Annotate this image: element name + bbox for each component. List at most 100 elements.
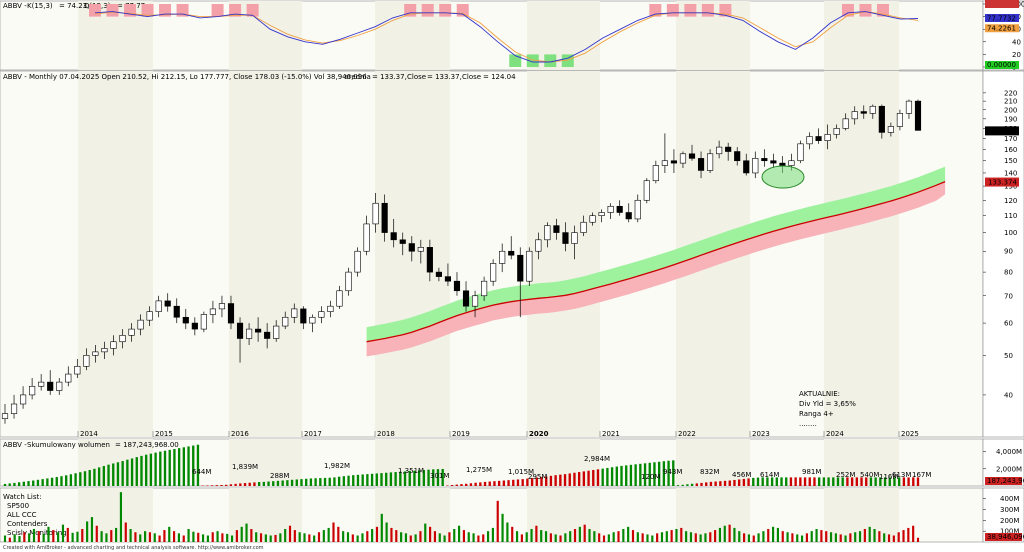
volume-bar xyxy=(163,530,166,542)
volume-bar xyxy=(863,529,866,542)
highlight-ellipse xyxy=(761,165,805,189)
candle-body xyxy=(236,322,244,339)
cum-volume-bar xyxy=(163,450,167,486)
watchlist-item-2[interactable]: ALL CCC xyxy=(7,511,37,519)
stoch-lines xyxy=(94,11,919,63)
volume-bar xyxy=(429,526,432,542)
candle-body xyxy=(625,212,632,220)
cum-volume-bar xyxy=(601,468,604,486)
volume-bar xyxy=(511,526,514,542)
volume-bar xyxy=(32,529,36,542)
cum-volume-bar xyxy=(653,462,656,486)
volume-bar xyxy=(569,531,572,542)
volume-bar xyxy=(916,537,920,542)
watchlist-item-4[interactable]: Scisly Monitoring xyxy=(7,529,67,537)
volume-bar xyxy=(172,531,176,542)
candle-body xyxy=(508,250,515,256)
cum-volume-bar xyxy=(573,472,576,486)
candle-body xyxy=(462,290,470,307)
cum-volume-bar xyxy=(808,477,811,486)
overbought-zone xyxy=(439,4,452,17)
year-shade xyxy=(824,71,899,437)
volume-bar xyxy=(264,534,267,542)
volume-bar xyxy=(791,533,794,542)
volume-bar xyxy=(622,529,625,542)
volume-bar xyxy=(675,529,678,542)
cum-volume-bar xyxy=(775,477,778,486)
volume-bar xyxy=(694,533,697,542)
candle-body xyxy=(291,308,298,318)
price-y-axis: 2202102001901801701601501401301201101009… xyxy=(983,89,1019,399)
volume-bar xyxy=(617,531,620,542)
candle-body xyxy=(209,308,216,315)
volume-bar xyxy=(284,529,287,542)
cum-volume-bar xyxy=(893,477,896,486)
volume-bar xyxy=(829,532,833,542)
cum-volume-bar xyxy=(596,469,600,486)
legend-srednia-label: srednia xyxy=(345,73,371,81)
candle-body xyxy=(589,215,596,223)
cum-volume-bar xyxy=(413,470,416,486)
cum-volume-bar xyxy=(32,480,35,486)
cum-volume-bar xyxy=(526,478,529,486)
volume-bar xyxy=(501,513,504,542)
cum-volume-annotation: 167M xyxy=(912,471,931,479)
candle-body xyxy=(327,305,334,312)
volume-bar xyxy=(182,535,185,542)
price-tick-label: 190 xyxy=(1004,115,1017,123)
cum-volume-annotation: 456M xyxy=(732,471,751,479)
cum-volume-bar xyxy=(554,475,557,486)
cum-volume-bar xyxy=(469,483,473,486)
candle-body xyxy=(435,271,442,277)
cum-volume-bar xyxy=(639,463,642,486)
footer-credit: Created with AmiBroker - advanced charti… xyxy=(3,545,264,551)
watchlist-item-3[interactable]: Contenders xyxy=(7,520,48,528)
volume-bar xyxy=(641,533,644,542)
volume-tick-label: 300M xyxy=(1000,506,1019,514)
volume-bar xyxy=(486,531,490,542)
candle-body xyxy=(128,328,135,336)
candle-body xyxy=(137,319,144,330)
oversold-zone xyxy=(526,54,539,67)
volume-bar xyxy=(844,535,847,542)
cum-volume-bar xyxy=(93,468,96,486)
cum-volume-bar xyxy=(112,463,115,486)
volume-bar xyxy=(685,531,688,542)
volume-bar xyxy=(327,527,330,542)
volume-bar xyxy=(776,527,779,542)
cum-volume-bar xyxy=(389,472,393,486)
cum-volume-bar xyxy=(681,484,684,486)
candle-body xyxy=(372,202,379,225)
cum-volume-bar xyxy=(337,476,341,486)
volume-bar xyxy=(815,529,818,542)
candle-body xyxy=(20,394,27,405)
volume-bar xyxy=(81,529,84,542)
cum-volume-annotation: 1,015M xyxy=(508,468,534,476)
year-label: 2024 xyxy=(826,430,844,438)
volume-bar xyxy=(385,522,388,542)
cum-volume-bar xyxy=(512,479,515,486)
watchlist-item-1[interactable]: SP500 xyxy=(7,502,29,510)
price-tick-label: 80 xyxy=(1004,269,1013,277)
k-value-tag-bg xyxy=(985,14,1019,23)
volume-bar xyxy=(544,531,548,542)
price-tick-label: 170 xyxy=(1004,135,1017,143)
volume-bar xyxy=(308,534,311,542)
candle-body xyxy=(273,325,280,339)
cum-volume-bar xyxy=(700,482,703,486)
stoch-tick-label: 40 xyxy=(1012,38,1021,46)
volume-bar xyxy=(158,535,161,542)
price-tick-label: 120 xyxy=(1004,197,1017,205)
volume-bar xyxy=(462,530,465,542)
candle-body xyxy=(29,385,36,396)
cum-volume-bar xyxy=(427,469,430,486)
candle-body xyxy=(788,160,795,166)
cum-volume-bar xyxy=(662,461,666,486)
cum-volume-bar xyxy=(300,479,303,486)
candle-body xyxy=(426,247,433,273)
candle-body xyxy=(887,126,894,133)
candle-body xyxy=(824,134,831,141)
cum-volume-bar xyxy=(540,477,543,486)
volume-bar xyxy=(47,526,50,542)
